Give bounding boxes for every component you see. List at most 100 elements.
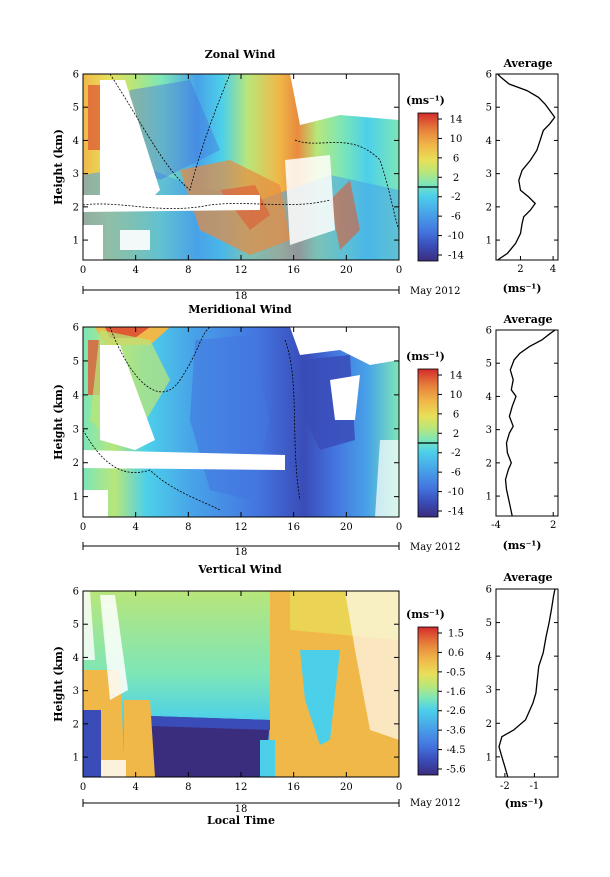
- colorbar-tick-label: -5.6: [446, 765, 465, 776]
- colorbar-tick-label: -10: [448, 231, 464, 242]
- y-tick-label: 6: [73, 587, 79, 598]
- colorbar-ticks-zonal: 14 10 6 2 -2 -6 -10 -14: [438, 115, 464, 262]
- avg-frame-zonal: [495, 73, 559, 261]
- x-tick-label: 0: [396, 782, 402, 793]
- x-tick-label: 0: [396, 265, 402, 276]
- ylabel-meridional: Height (km): [52, 384, 65, 460]
- heatmap-zonal: [83, 74, 399, 260]
- colorbar-tick-label: -14: [448, 507, 464, 518]
- x-tick-label: 16: [287, 782, 300, 793]
- colorbar-tick-label: 2: [453, 173, 459, 184]
- colorbar-tick-label: -2.6: [446, 706, 465, 717]
- day-bar-zonal: 18: [82, 286, 400, 302]
- avg-title-zonal: Average: [502, 57, 552, 70]
- day-label-vertical: 18: [235, 804, 248, 815]
- avg-y-tick-label: 4: [486, 392, 492, 403]
- colorbar-tick-label: 6: [453, 153, 459, 164]
- y-tick-label: 3: [73, 169, 79, 180]
- avg-y-tick-label: 4: [486, 652, 492, 663]
- colorbar-ticks-meridional: 14 10 6 2 -2 -6 -10 -14: [438, 371, 464, 518]
- x-tick-label: 20: [340, 782, 353, 793]
- day-label-zonal: 18: [235, 291, 248, 302]
- colorbar-tick-label: -2: [451, 448, 461, 459]
- colorbar-vertical: [417, 626, 439, 776]
- colorbar-tick-label: -6: [451, 468, 461, 479]
- avg-xlabel-meridional: (ms⁻¹): [503, 539, 542, 552]
- panel-title-vertical: Vertical Wind: [197, 563, 282, 576]
- avg-y-tick-label: 6: [486, 585, 492, 596]
- colorbar-tick-label: 14: [450, 115, 463, 126]
- avg-y-tick-label: 6: [486, 70, 492, 81]
- colorbar-tick-label: -0.5: [446, 667, 465, 678]
- date-label-zonal: May 2012: [410, 286, 460, 297]
- colorbar-tick-label: 10: [450, 134, 463, 145]
- x-tick-label: 4: [132, 522, 138, 533]
- x-axis-meridional: 0 4 8 12 16 20 0: [80, 327, 402, 533]
- avg-y-tick-label: 2: [486, 719, 492, 730]
- x-tick-label: 8: [185, 782, 191, 793]
- x-tick-label: 12: [235, 265, 248, 276]
- colorbar-tick-label: 2: [453, 429, 459, 440]
- avg-x-tick-label: 4: [550, 264, 556, 275]
- heatmap-vertical: [83, 591, 399, 777]
- y-tick-label: 2: [73, 458, 79, 469]
- y-axis-vertical: 1 2 3 4 5 6: [73, 587, 399, 764]
- y-tick-label: 5: [73, 103, 79, 114]
- y-tick-label: 4: [73, 390, 79, 401]
- xlabel-vertical: Local Time: [207, 814, 275, 827]
- x-tick-label: 20: [340, 522, 353, 533]
- y-tick-label: 2: [73, 202, 79, 213]
- x-axis-vertical: 0 4 8 12 16 20 0: [80, 591, 402, 793]
- x-tick-label: 0: [80, 782, 86, 793]
- avg-plot-meridional: 1 2 3 4 5 6 -4 2: [486, 326, 558, 531]
- avg-plot-zonal: 1 2 3 4 5 6 2 4: [486, 70, 558, 275]
- date-label-vertical: May 2012: [410, 798, 460, 809]
- y-axis-meridional: 1 2 3 4 5 6: [73, 323, 399, 503]
- y-tick-label: 5: [73, 620, 79, 631]
- y-tick-label: 6: [73, 70, 79, 81]
- avg-y-tick-label: 5: [486, 359, 492, 370]
- x-tick-label: 8: [185, 265, 191, 276]
- colorbar-tick-label: -10: [448, 487, 464, 498]
- date-label-meridional: May 2012: [410, 542, 460, 553]
- x-tick-label: 16: [287, 522, 300, 533]
- y-tick-label: 4: [73, 653, 79, 664]
- y-tick-label: 2: [73, 719, 79, 730]
- day-label-meridional: 18: [235, 547, 248, 558]
- avg-y-tick-label: 2: [486, 202, 492, 213]
- unit-label-vertical: (ms⁻¹): [406, 608, 445, 621]
- y-tick-label: 3: [73, 686, 79, 697]
- x-tick-label: 0: [80, 265, 86, 276]
- colorbar-tick-label: -1.6: [446, 687, 465, 698]
- y-tick-label: 6: [73, 323, 79, 334]
- avg-x-tick-label: -2: [500, 781, 510, 792]
- avg-xlabel-zonal: (ms⁻¹): [503, 282, 542, 295]
- avg-x-tick-label: -4: [491, 520, 501, 531]
- avg-y-tick-label: 1: [486, 236, 492, 247]
- colorbar-tick-label: 1.5: [448, 629, 464, 640]
- avg-frame-meridional: [495, 329, 559, 517]
- avg-y-tick-label: 1: [486, 752, 492, 763]
- avg-frame-vertical: [495, 588, 559, 778]
- avg-profile-line: [504, 329, 556, 517]
- colorbar-tick-label: 14: [450, 371, 463, 382]
- colorbar-tick-label: 6: [453, 409, 459, 420]
- x-tick-label: 16: [287, 265, 300, 276]
- avg-y-tick-label: 5: [486, 618, 492, 629]
- panel-title-meridional: Meridional Wind: [188, 303, 292, 316]
- unit-label-zonal: (ms⁻¹): [406, 94, 445, 107]
- x-tick-label: 12: [235, 522, 248, 533]
- x-tick-label: 4: [132, 265, 138, 276]
- x-tick-label: 0: [396, 522, 402, 533]
- avg-y-tick-label: 1: [486, 492, 492, 503]
- panel-title-zonal: Zonal Wind: [205, 48, 276, 61]
- y-tick-label: 4: [73, 136, 79, 147]
- avg-title-meridional: Average: [502, 313, 552, 326]
- y-tick-label: 1: [73, 753, 79, 764]
- day-bar-vertical: 18: [82, 799, 400, 815]
- colorbar-tick-label: -14: [448, 251, 464, 262]
- avg-y-tick-label: 3: [486, 685, 492, 696]
- y-axis-zonal: 1 2 3 4 5 6: [73, 70, 399, 247]
- x-axis-zonal: 0 4 8 12 16 20 0: [80, 74, 402, 276]
